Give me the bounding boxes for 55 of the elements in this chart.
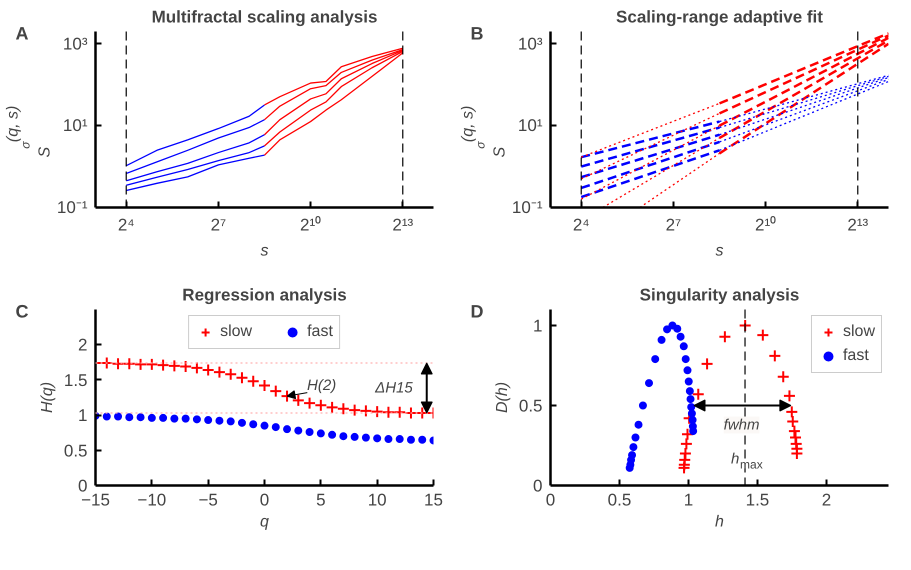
x-tick-label: 1 [684,490,694,510]
x-tick-label: 10 [368,490,387,510]
x-axis-title: s [716,242,724,260]
chart-title: Scaling-range adaptive fit [616,8,824,26]
x-tick-label: 2⁷ [666,216,682,234]
y-axis-title: Sσ(q, s) [460,106,508,158]
x-tick-label: 15 [424,490,443,510]
y-tick-label: 2 [78,336,88,355]
y-tick-label: 0 [533,476,543,496]
x-tick-label: 0.5 [608,490,632,510]
x-tick-label: −5 [198,490,218,510]
x-tick-label: 2⁷ [210,216,226,234]
y-tick-label: 1 [78,406,88,426]
x-tick-label: −10 [137,490,166,510]
y-tick-label: 10¹ [62,116,88,136]
y-tick-label: 10⁻¹ [512,198,543,217]
annotation: ΔH15 [374,379,414,396]
text: D [470,302,484,322]
x-tick-label: 2⁴ [118,216,135,234]
y-axis-title: D(h) [494,382,511,414]
x-tick-label: 2¹³ [847,216,868,234]
y-tick-label: 1 [533,316,543,336]
x-tick-label: 5 [316,490,326,510]
x-tick-label: 2¹⁰ [300,216,322,234]
chart-title: Singularity analysis [640,286,800,304]
y-axis-title: H(q) [38,382,56,414]
legend-label: fast [842,347,869,365]
legend-label: slow [220,323,252,341]
chart-title: Regression analysis [182,286,347,304]
y-tick-label: 10³ [62,34,88,54]
x-tick-label: 2¹⁰ [755,216,776,234]
x-axis-title: s [260,242,268,260]
x-tick-label: 0 [260,490,270,510]
x-tick-label: 2 [822,490,832,510]
x-tick-label: 1.5 [746,490,770,510]
x-tick-label: 0 [546,490,556,510]
y-tick-label: 0.5 [518,396,543,416]
chart-title: Multifractal scaling analysis [152,8,378,26]
text: A [16,24,28,44]
text: C [16,302,28,322]
y-tick-label: 10⁻¹ [56,198,88,217]
x-tick-label: 2⁴ [572,216,590,234]
y-tick-label: 10³ [518,34,543,54]
annotation: fwhm [724,416,760,434]
x-tick-label: 2¹³ [392,216,414,234]
y-tick-label: 10¹ [518,116,543,136]
x-axis-title: q [260,514,270,530]
y-axis-title: Sσ(q, s) [4,106,54,158]
y-tick-label: 1.5 [64,370,88,390]
x-axis-title: h [715,514,724,530]
y-tick-label: 0.5 [64,441,88,460]
annotation: H(2) [307,377,336,394]
text: B [470,24,484,44]
legend-label: slow [842,323,875,341]
legend-label: fast [307,323,333,341]
